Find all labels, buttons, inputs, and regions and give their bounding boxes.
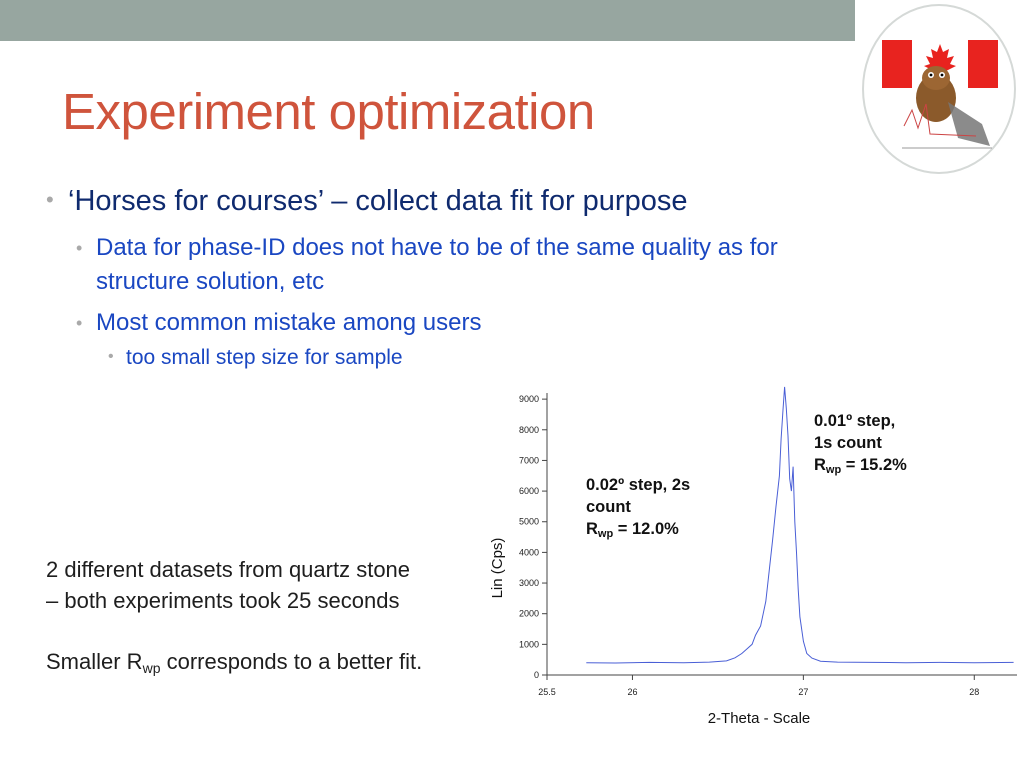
- y-tick-label: 4000: [519, 547, 539, 557]
- bullet-dot: •: [108, 348, 114, 365]
- slide-title: Experiment optimization: [62, 83, 595, 140]
- x-tick-label: 28: [969, 687, 979, 697]
- canadian-flag-beaver-logo: [862, 4, 1016, 174]
- top-accent-bar: [0, 0, 855, 41]
- y-tick-label: 7000: [519, 455, 539, 465]
- annotation-rwp: Rwp = 12.0%: [586, 518, 690, 545]
- x-axis-title: 2-Theta - Scale: [708, 710, 811, 727]
- y-tick-label: 2000: [519, 609, 539, 619]
- side-text-line: Smaller Rwp corresponds to a better fit.: [46, 646, 422, 684]
- bullet-level3: • too small step size for sample: [108, 346, 403, 370]
- side-text-part: Smaller R: [46, 649, 143, 674]
- bullet-level2: • Most common mistake among users: [76, 306, 482, 340]
- subscript: wp: [825, 464, 842, 476]
- annotation-line: 0.01º step,: [814, 412, 896, 430]
- annotation-line: count: [586, 498, 631, 516]
- annotation-dataset-2: 0.01º step, 1s count Rwp = 15.2%: [814, 410, 907, 481]
- chart-ticks: 0 1000 2000 3000 4000 5000 6000 7000 8000 9000 25.…: [519, 394, 979, 697]
- annotation-rwp: Rwp = 15.2%: [814, 454, 907, 481]
- y-tick-label: 9000: [519, 394, 539, 404]
- annotation-part: R: [586, 520, 598, 538]
- y-tick-label: 6000: [519, 486, 539, 496]
- subscript: wp: [597, 528, 614, 540]
- bullet-level1: • ‘Horses for courses’ – collect data fi…: [46, 185, 688, 218]
- bullet-dot: •: [46, 187, 54, 212]
- y-tick-label: 0: [534, 670, 539, 680]
- bullet-dot: •: [76, 238, 83, 258]
- annotation-line: 0.02º step, 2s: [586, 476, 691, 494]
- annotation-part: = 15.2%: [841, 456, 907, 474]
- chart-axes: [546, 393, 1017, 676]
- y-axis-title: Lin (Cps): [489, 538, 506, 599]
- y-tick-label: 8000: [519, 425, 539, 435]
- bullet-text: ‘Horses for courses’ – collect data fit …: [68, 185, 688, 217]
- bullet-text-line: Data for phase-ID does not have to be of…: [96, 234, 778, 261]
- bullet-text: too small step size for sample: [126, 346, 403, 369]
- x-tick-label: 27: [798, 687, 808, 697]
- xrd-line-chart: 0 1000 2000 3000 4000 5000 6000 7000 8000 9000 25.…: [489, 386, 1017, 727]
- bullet-text-line: structure solution, etc: [96, 268, 325, 295]
- x-tick-label: 25.5: [538, 687, 556, 697]
- side-text-line: – both experiments took 25 seconds: [46, 588, 400, 613]
- annotation-dataset-1: 0.02º step, 2s count Rwp = 12.0%: [586, 474, 690, 545]
- subscript: wp: [142, 660, 161, 676]
- annotation-part: = 12.0%: [613, 520, 679, 538]
- side-text-line: 2 different datasets from quartz stone: [46, 557, 411, 582]
- y-tick-label: 1000: [519, 639, 539, 649]
- bullet-dot: •: [76, 313, 83, 333]
- annotation-line: 1s count: [814, 434, 882, 452]
- series-line: [586, 386, 1014, 664]
- x-tick-label: 26: [627, 687, 637, 697]
- bullet-text: Most common mistake among users: [96, 309, 482, 336]
- y-tick-label: 5000: [519, 517, 539, 527]
- bullet-level2: • Data for phase-ID does not have to be …: [76, 231, 778, 299]
- y-tick-label: 3000: [519, 578, 539, 588]
- chart-series: [586, 386, 1014, 664]
- side-text-part: corresponds to a better fit.: [160, 649, 423, 674]
- annotation-part: R: [814, 456, 826, 474]
